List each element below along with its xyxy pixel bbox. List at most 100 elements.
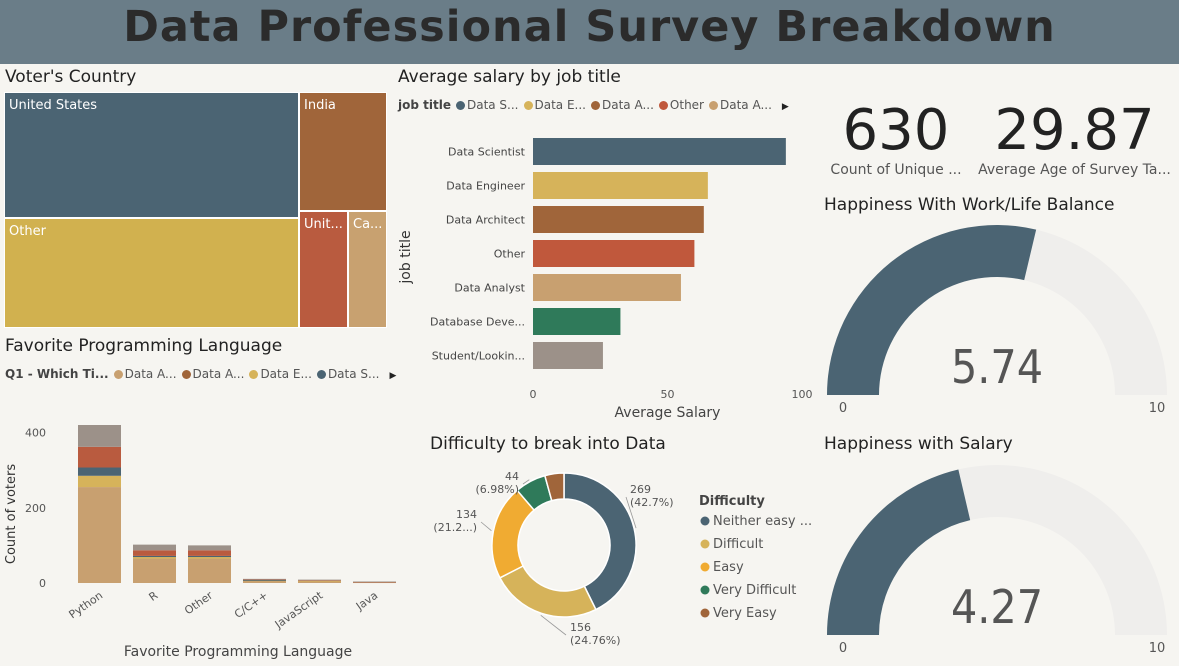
salary-bar[interactable] — [533, 172, 708, 199]
language-bar-segment[interactable] — [243, 579, 286, 581]
language-bar-segment[interactable] — [78, 487, 121, 583]
language-y-tick: 200 — [25, 502, 46, 515]
language-bar-segment[interactable] — [188, 550, 231, 556]
language-bar-segment[interactable] — [298, 579, 341, 581]
language-bar-segment[interactable] — [78, 475, 121, 488]
legend-item[interactable]: Data A... — [602, 98, 654, 112]
legend-item[interactable]: Data E... — [534, 98, 587, 112]
language-bar-segment[interactable] — [133, 557, 176, 559]
salary-bar[interactable] — [533, 240, 695, 267]
donut-data-percent: (24.76%) — [570, 634, 621, 647]
donut-data-label: 156 — [570, 621, 591, 634]
legend-item[interactable]: Data A... — [192, 367, 245, 381]
treemap-cell[interactable]: India — [299, 92, 387, 211]
salary-category-label: Data Engineer — [446, 180, 525, 193]
language-category-label: Other — [182, 589, 215, 618]
donut-data-label: 44 — [505, 470, 519, 483]
language-bar-segment[interactable] — [133, 555, 176, 558]
salary-bar[interactable] — [533, 274, 681, 301]
kpi-unique-count: 630 Count of Unique ... — [822, 100, 970, 179]
legend-item[interactable]: Data S... — [327, 367, 380, 381]
donut-data-label: 134 — [456, 508, 477, 521]
gauge-worklife[interactable]: 5.74 0 10 — [815, 215, 1179, 420]
salary-category-label: Other — [494, 248, 526, 261]
salary-category-label: Data Scientist — [448, 146, 526, 159]
language-bar-segment[interactable] — [243, 580, 286, 583]
salary-y-axis-label: job title — [398, 230, 414, 284]
donut-legend-item[interactable]: Difficult — [713, 537, 763, 552]
legend-next-icon[interactable]: ▶ — [781, 102, 789, 112]
salary-category-label: Database Deve... — [430, 316, 525, 329]
legend-item[interactable]: Other — [669, 98, 704, 112]
gauge-salary[interactable]: 4.27 0 10 — [815, 455, 1179, 660]
donut-legend-swatch — [700, 585, 710, 595]
treemap-cell[interactable]: Unit... — [299, 211, 348, 328]
language-bar-segment[interactable] — [298, 580, 341, 582]
gauge-min-label: 0 — [839, 641, 847, 656]
donut-legend-item[interactable]: Easy — [713, 560, 744, 575]
treemap-cell[interactable]: United States — [4, 92, 299, 218]
language-y-tick: 400 — [25, 427, 46, 440]
salary-category-label: Data Architect — [446, 214, 526, 227]
language-bar-segment[interactable] — [188, 558, 231, 583]
salary-chart-title: Average salary by job title — [398, 67, 621, 87]
donut-slice[interactable] — [498, 564, 597, 618]
language-category-label: JavaScript — [272, 588, 326, 631]
gauge-fill — [827, 225, 1037, 395]
treemap-cell[interactable]: Other — [4, 218, 299, 328]
legend-swatch — [113, 370, 123, 379]
salary-category-label: Student/Lookin... — [432, 350, 525, 363]
language-bar-segment[interactable] — [78, 467, 121, 476]
donut-slice[interactable] — [543, 472, 565, 502]
gauge-max-label: 10 — [1149, 641, 1166, 656]
treemap-cell-label: Other — [9, 224, 46, 239]
treemap-cell[interactable]: Ca... — [348, 211, 387, 328]
language-bar-segment[interactable] — [188, 555, 231, 558]
kpi-average-age-label: Average Age of Survey Ta... — [978, 162, 1171, 178]
donut-data-label: 269 — [630, 483, 651, 496]
salary-bar-chart[interactable]: Data Scientist Data Engineer Data Architec… — [390, 120, 820, 425]
donut-legend-swatch — [700, 608, 710, 618]
donut-leader-line — [540, 614, 567, 636]
language-bar-segment[interactable] — [78, 446, 121, 468]
donut-legend-swatch — [700, 562, 710, 572]
language-category-label: R — [146, 589, 160, 604]
kpi-average-age: 29.87 Average Age of Survey Ta... — [972, 98, 1177, 179]
language-y-axis-label: Count of voters — [4, 464, 19, 564]
gauge-fill — [827, 469, 971, 635]
language-bar-segment[interactable] — [298, 581, 341, 583]
language-legend[interactable]: Q1 - Which Ti... Data A... Data A... Data E… — [5, 367, 396, 381]
salary-bar[interactable] — [533, 308, 621, 335]
language-bar-segment[interactable] — [78, 425, 121, 447]
legend-next-icon[interactable]: ▶ — [389, 371, 397, 381]
language-bar-segment[interactable] — [133, 550, 176, 556]
language-bar-segment[interactable] — [133, 544, 176, 551]
legend-item[interactable]: Data A... — [124, 367, 177, 381]
legend-item[interactable]: Data E... — [260, 367, 312, 381]
language-bar-segment[interactable] — [188, 545, 231, 551]
donut-legend-item[interactable]: Very Easy — [713, 606, 777, 621]
kpi-average-age-value: 29.87 — [994, 98, 1155, 163]
salary-bar[interactable] — [533, 206, 704, 233]
donut-legend-item[interactable]: Neither easy ... — [713, 514, 812, 529]
legend-item[interactable]: Data A... — [720, 98, 772, 112]
legend-item[interactable]: Data S... — [466, 98, 519, 112]
salary-bar[interactable] — [533, 138, 786, 165]
language-bar-segment[interactable] — [133, 558, 176, 583]
salary-legend[interactable]: job title Data S... Data E... Data A... Othe… — [398, 98, 789, 112]
language-bar-segment[interactable] — [353, 581, 396, 583]
legend-title: Q1 - Which Ti... — [5, 367, 109, 381]
donut-data-percent: (6.98%) — [475, 483, 519, 496]
salary-bar[interactable] — [533, 342, 603, 369]
donut-slice[interactable] — [563, 472, 637, 611]
legend-swatch — [316, 370, 326, 379]
salary-x-tick: 100 — [792, 388, 813, 401]
donut-legend-item[interactable]: Very Difficult — [713, 583, 796, 598]
kpi-unique-count-label: Count of Unique ... — [830, 162, 962, 178]
language-bar-segment[interactable] — [243, 578, 286, 580]
donut-chart-title: Difficulty to break into Data — [430, 434, 666, 454]
difficulty-donut-chart[interactable]: 269(42.7%) 156(24.76%) 134(21.2...) 44(6.98… — [425, 460, 820, 660]
language-bar-segment[interactable] — [188, 557, 231, 559]
legend-swatch — [658, 101, 668, 110]
